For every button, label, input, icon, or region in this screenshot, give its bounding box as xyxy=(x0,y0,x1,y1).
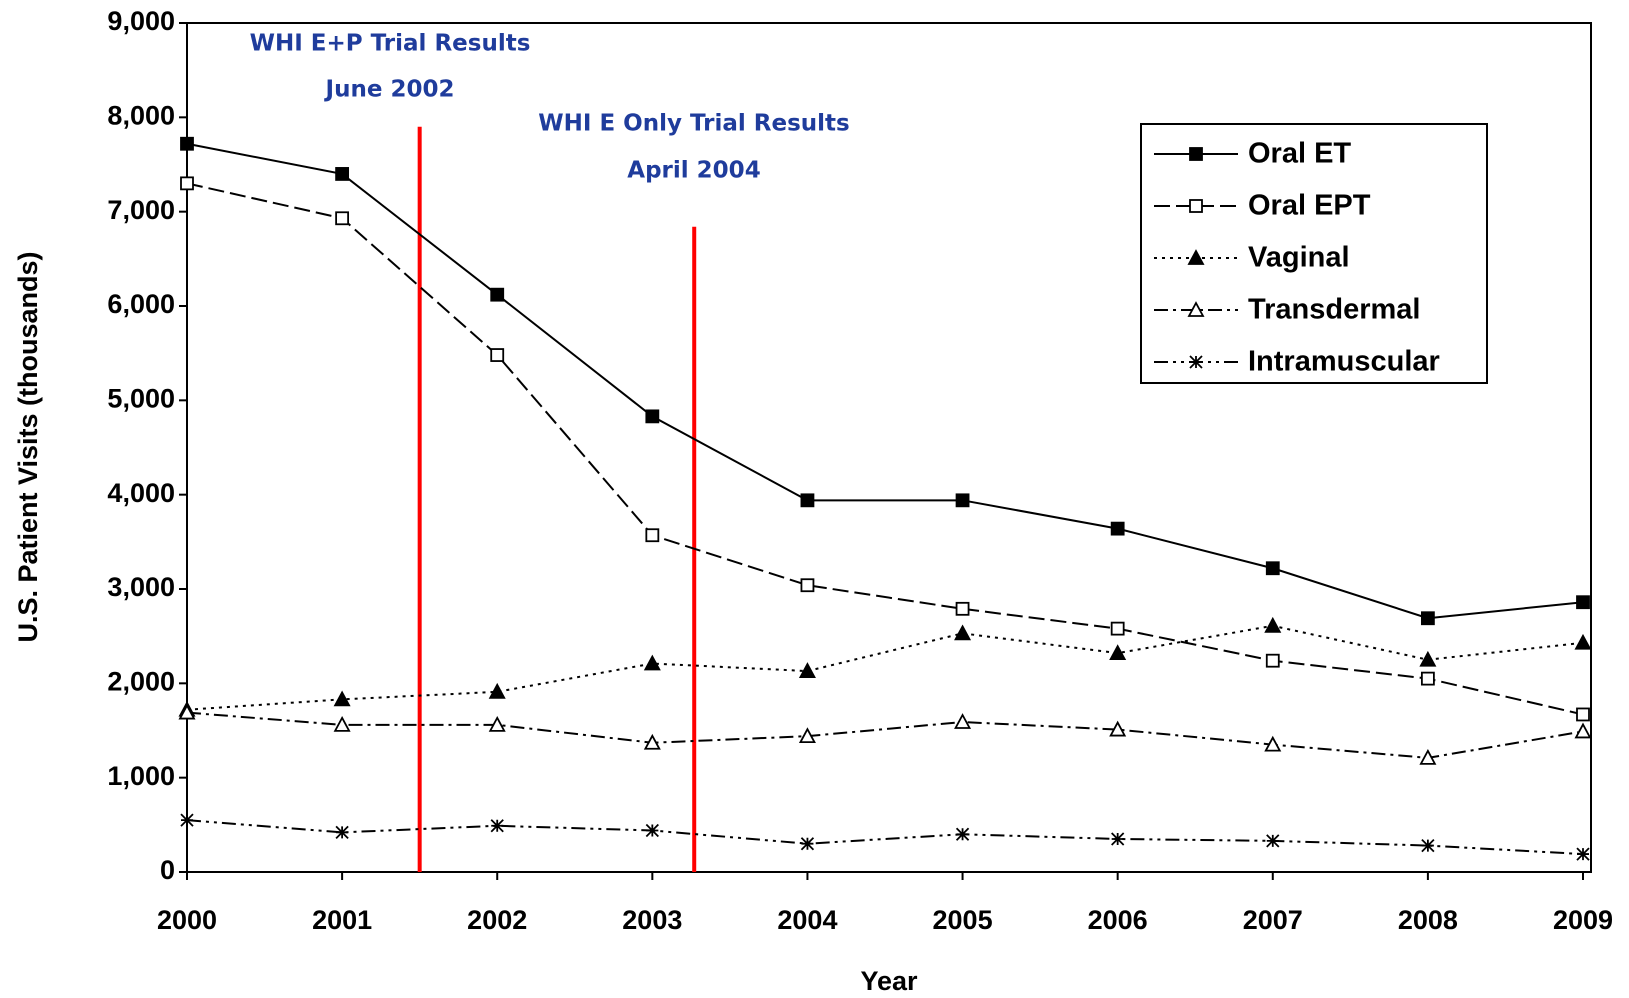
marker xyxy=(1264,735,1282,752)
x-tick-label: 2007 xyxy=(1243,905,1303,935)
legend-label: Intramuscular xyxy=(1248,346,1440,378)
marker xyxy=(180,136,194,151)
marker xyxy=(490,348,505,362)
annotation-text: June 2002 xyxy=(324,77,455,103)
marker xyxy=(1187,249,1205,265)
y-tick-label: 0 xyxy=(160,855,175,885)
marker xyxy=(643,654,661,671)
marker xyxy=(1265,653,1280,668)
marker xyxy=(490,819,504,833)
marker xyxy=(800,837,815,851)
x-tick-label: 2008 xyxy=(1398,905,1458,935)
marker xyxy=(335,167,350,181)
y-tick-label: 7,000 xyxy=(107,195,175,225)
marker xyxy=(178,703,196,720)
x-axis-title: Year xyxy=(860,966,918,996)
x-tick-label: 2000 xyxy=(157,905,217,935)
legend-label: Vaginal xyxy=(1248,242,1350,274)
marker xyxy=(798,662,816,678)
marker xyxy=(800,493,815,508)
x-tick-label: 2002 xyxy=(467,905,527,935)
series-line xyxy=(186,819,1584,856)
marker xyxy=(955,493,970,508)
legend-label: Oral EPT xyxy=(1248,190,1371,222)
marker xyxy=(643,733,661,750)
y-tick-label: 4,000 xyxy=(107,478,175,508)
legend-label: Transdermal xyxy=(1248,294,1420,326)
marker xyxy=(333,690,351,707)
marker xyxy=(1110,621,1125,636)
marker xyxy=(1420,671,1435,686)
y-tick-label: 5,000 xyxy=(107,383,175,413)
x-tick-label: 2006 xyxy=(1088,905,1148,935)
marker xyxy=(955,827,970,841)
marker xyxy=(798,727,816,744)
marker xyxy=(1265,561,1280,576)
y-tick-label: 1,000 xyxy=(107,761,175,791)
marker xyxy=(1189,199,1203,213)
marker xyxy=(1574,722,1592,739)
x-tick-label: 2001 xyxy=(312,905,372,935)
y-tick-label: 9,000 xyxy=(107,6,175,36)
plot-area xyxy=(186,22,1592,873)
marker xyxy=(1576,847,1590,861)
marker xyxy=(1419,650,1437,667)
x-tick-label: 2004 xyxy=(777,905,837,935)
marker xyxy=(1574,633,1592,650)
marker xyxy=(1576,595,1590,610)
y-tick-label: 8,000 xyxy=(107,100,175,130)
marker xyxy=(180,813,194,827)
marker xyxy=(488,682,506,699)
marker xyxy=(1187,301,1205,317)
marker xyxy=(955,601,970,616)
annotation-text: WHI E+P Trial Results xyxy=(250,31,531,57)
x-tick-label: 2003 xyxy=(622,905,682,935)
marker xyxy=(645,528,660,543)
series-line xyxy=(186,624,1584,711)
x-tick-label: 2009 xyxy=(1553,905,1613,935)
marker xyxy=(1111,832,1125,846)
marker xyxy=(1110,521,1125,536)
legend-box xyxy=(1140,123,1488,384)
marker xyxy=(800,578,815,593)
x-tick-label: 2005 xyxy=(933,905,993,935)
marker xyxy=(1266,834,1280,848)
marker xyxy=(1576,707,1590,722)
marker xyxy=(954,624,972,641)
y-tick-label: 6,000 xyxy=(107,289,175,319)
marker xyxy=(1264,616,1282,633)
marker xyxy=(1109,644,1127,661)
series-line xyxy=(186,142,1584,620)
annotation-text: WHI E Only Trial Results xyxy=(538,111,849,137)
marker xyxy=(645,409,660,424)
y-tick-label: 3,000 xyxy=(107,572,175,602)
marker xyxy=(490,287,505,302)
marker xyxy=(1420,611,1435,626)
y-axis-title: U.S. Patient Visits (thousands) xyxy=(13,251,43,642)
marker xyxy=(335,211,350,226)
legend-label: Oral ET xyxy=(1248,138,1351,170)
annotation-text: April 2004 xyxy=(627,158,760,184)
marker xyxy=(1189,147,1203,161)
marker xyxy=(180,176,194,191)
marker xyxy=(488,715,506,732)
marker xyxy=(1109,720,1127,737)
marker xyxy=(1419,748,1437,765)
marker xyxy=(1421,838,1435,853)
marker xyxy=(954,713,972,729)
series-line xyxy=(186,182,1584,716)
marker xyxy=(335,825,349,840)
marker xyxy=(645,823,659,838)
marker xyxy=(333,715,351,732)
series-line xyxy=(186,711,1584,759)
y-tick-label: 2,000 xyxy=(107,666,175,696)
marker xyxy=(1189,355,1203,369)
